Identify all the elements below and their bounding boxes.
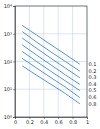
tick: 10⁰ [4,114,15,120]
grid [15,6,87,117]
tick-label: 10² [4,59,12,65]
tick-label: 10⁰ [4,114,12,120]
series-label: 0.4 [89,81,97,87]
grid-line [43,6,44,117]
tick: 10⁴ [4,3,15,9]
tick-label: 1 [86,119,89,125]
series-labels: 0.10.20.30.40.50.60.8 [89,61,97,107]
tick: 0.6 [55,117,63,125]
tick-mark [13,89,15,90]
tick-label: 0.2 [26,119,34,125]
tick-label: 10³ [4,31,12,37]
tick: 10¹ [4,86,15,92]
axis-line [13,7,16,118]
series-line [22,58,80,97]
tick-label: 0 [14,119,17,125]
tick-mark [13,62,15,63]
chart: 00.20.40.60.8110⁰10¹10²10³10⁴0.10.20.30.… [0,0,100,129]
series-label: 0.1 [89,61,97,67]
tick: 1 [86,117,89,125]
tick-mark [13,117,15,118]
grid-line [72,6,73,117]
tick-label: 0.4 [40,119,48,125]
tick: 10³ [4,31,15,37]
plot: 00.20.40.60.8110⁰10¹10²10³10⁴0.10.20.30.… [4,3,97,124]
series-label: 0.6 [89,94,97,100]
tick: 0 [14,117,17,125]
y-axis: 10⁰ 10¹ 10² 10³ 10⁴ [4,3,16,120]
tick-label: 10¹ [4,86,12,92]
series-label: 0.5 [89,87,97,93]
tick-mark [13,34,15,35]
grid-line [29,6,30,117]
tick-label: 0.6 [55,119,63,125]
grid-line [58,6,59,117]
grid-line [15,89,87,90]
series-label: 0.2 [89,68,97,74]
tick-mark [13,6,15,7]
series-line [22,66,80,104]
plot-frame [15,6,87,117]
x-axis: 0 0.2 0.4 0.6 0.8 1 [14,117,89,125]
series-label: 0.3 [89,74,97,80]
series-lines [22,25,80,103]
tick-label: 0.8 [69,119,77,125]
tick: 0.8 [69,117,77,125]
tick-label: 10⁴ [4,3,12,9]
tick: 10² [4,59,15,65]
tick: 0.2 [26,117,34,125]
series-label: 0.8 [89,101,97,107]
tick: 0.4 [40,117,48,125]
